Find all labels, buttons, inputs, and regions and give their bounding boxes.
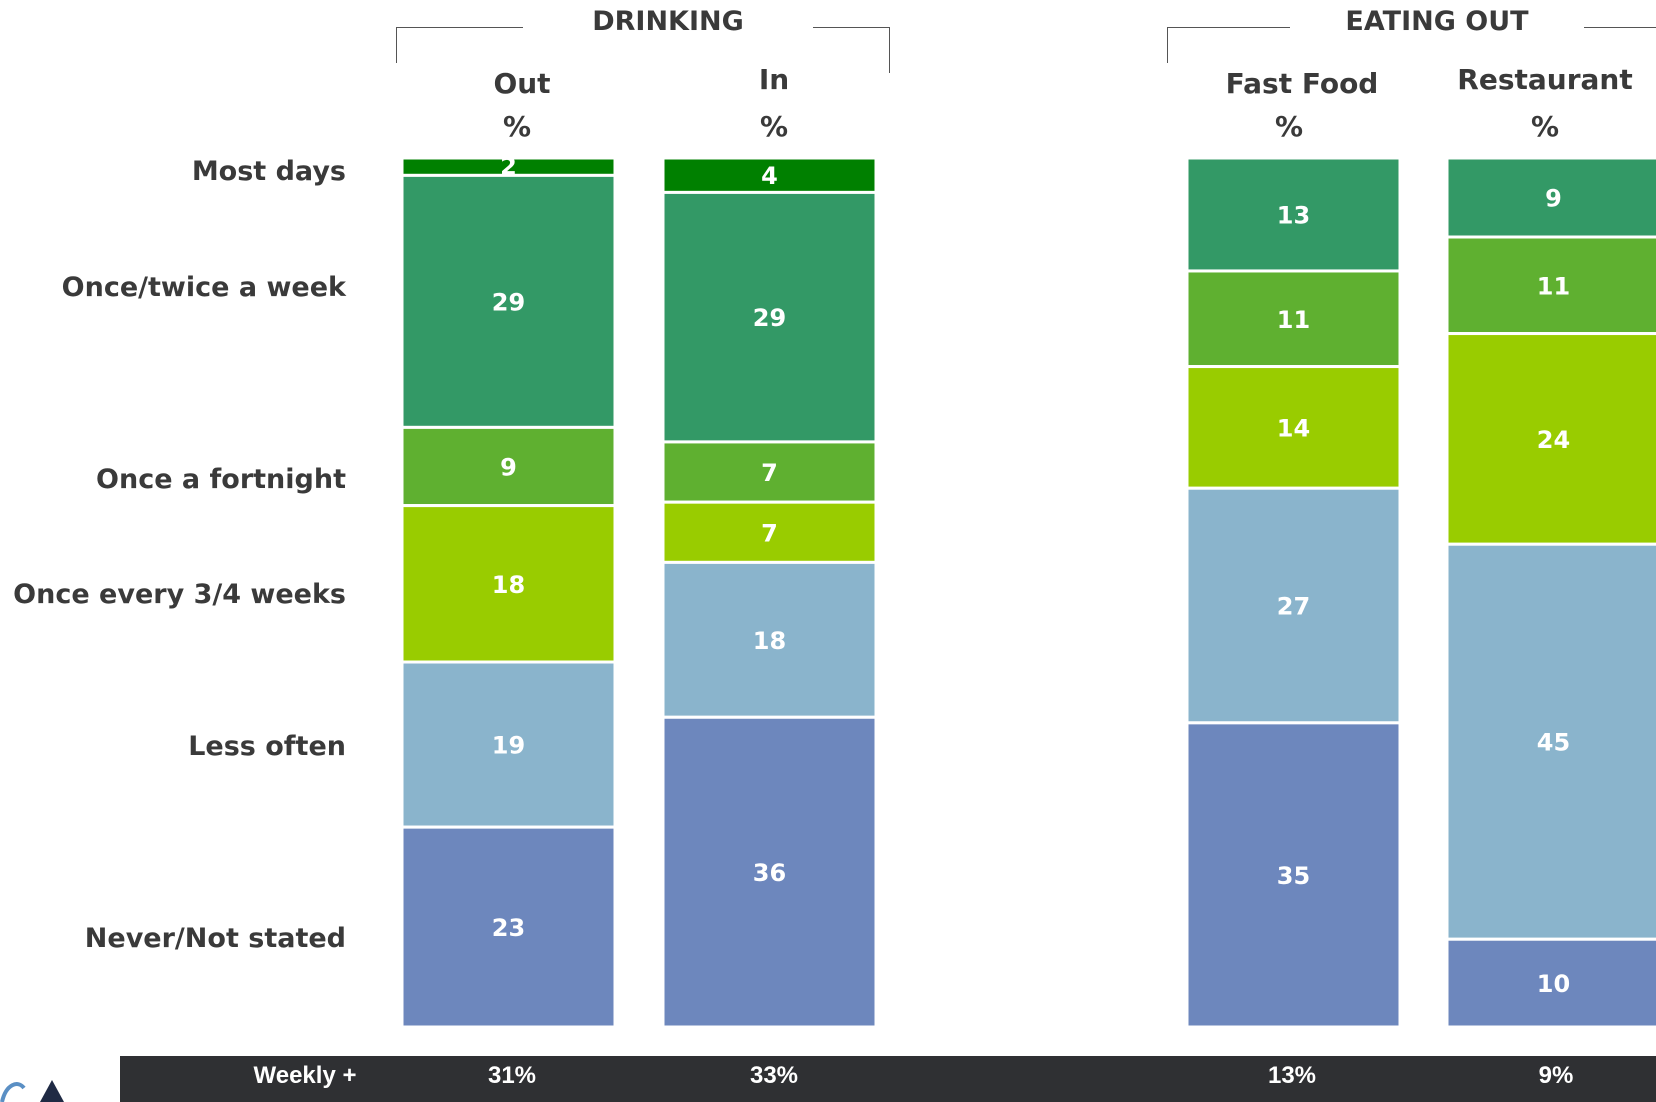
bar-segment xyxy=(1445,937,1656,1029)
bar-segment xyxy=(1185,486,1402,725)
bar-segment xyxy=(1445,156,1656,239)
bar-segment xyxy=(661,715,878,1029)
drinking-bracket-right-tick xyxy=(889,27,890,73)
row-label-never-not-stated: Never/Not stated xyxy=(84,923,346,954)
bar-segment xyxy=(661,156,878,194)
bar-data-label: 13 xyxy=(1277,201,1310,229)
column-name: Out xyxy=(493,67,551,100)
column-header-restaurant: Restaurant % xyxy=(1445,58,1645,149)
bar-data-label: 11 xyxy=(1277,306,1310,334)
footer-value-in: 33% xyxy=(749,1062,799,1089)
bar-segment xyxy=(1185,156,1402,273)
bar-segment xyxy=(400,504,617,664)
bar-data-label: 4 xyxy=(761,162,778,190)
bar-data-label: 9 xyxy=(500,453,517,481)
column-name: Restaurant xyxy=(1457,63,1633,96)
bar-segment xyxy=(1445,332,1656,546)
footer-bar xyxy=(120,1056,1656,1102)
bar-data-label: 7 xyxy=(761,519,778,547)
bar-data-label: 18 xyxy=(492,571,525,599)
bar-data-label: 35 xyxy=(1277,862,1310,890)
bar-data-label: 29 xyxy=(492,288,525,316)
bar-data-label: 29 xyxy=(753,304,786,332)
column-unit: % xyxy=(759,110,789,144)
column-header-fast-food: Fast Food % xyxy=(1202,62,1402,149)
bar-data-label: 18 xyxy=(753,627,786,655)
bar-data-label: 10 xyxy=(1537,970,1570,998)
bar-segment xyxy=(661,560,878,719)
bar-segment xyxy=(400,825,617,1029)
brand-logo-icon xyxy=(0,1080,64,1102)
row-label-once-a-fortnight: Once a fortnight xyxy=(96,464,346,495)
bar-segment xyxy=(1185,269,1402,369)
bar-data-label: 7 xyxy=(761,459,778,487)
bar-data-label: 45 xyxy=(1537,729,1570,757)
group-title-drinking: DRINKING xyxy=(523,6,813,37)
bar-segment xyxy=(661,500,878,564)
bar-segment xyxy=(1185,721,1402,1029)
bar-segment xyxy=(661,190,878,444)
footer-value-fast-food: 13% xyxy=(1267,1062,1317,1089)
bar-data-label: 11 xyxy=(1537,272,1570,300)
row-label-once-every-3-4-weeks: Once every 3/4 weeks xyxy=(13,579,346,610)
column-unit: % xyxy=(1530,110,1560,144)
bar-segment xyxy=(1445,542,1656,941)
footer-label: Weekly + xyxy=(253,1062,357,1089)
bar-segment xyxy=(400,425,617,508)
group-title-eating-out: EATING OUT xyxy=(1290,6,1584,37)
column-name: In xyxy=(758,63,790,96)
eating-out-bracket-left-tick xyxy=(1167,27,1168,63)
bar-segment xyxy=(400,660,617,829)
stacked-bar-chart: 2299181923429771836Ø1311142735Ø911244510 xyxy=(400,152,1656,1029)
drinking-bracket-left-tick xyxy=(396,27,397,63)
row-label-most-days: Most days xyxy=(191,156,346,187)
bar-data-label: 9 xyxy=(1545,185,1562,213)
column-name: Fast Food xyxy=(1225,67,1379,100)
bar-data-label: 14 xyxy=(1277,414,1310,442)
bar-segment xyxy=(400,173,617,429)
column-header-out: Out % xyxy=(442,62,602,149)
bar-data-label: 23 xyxy=(492,914,525,942)
bar-data-label: 19 xyxy=(492,732,525,760)
column-unit: % xyxy=(1274,110,1304,144)
bar-data-label: 24 xyxy=(1537,426,1570,454)
column-unit: % xyxy=(502,110,532,144)
bar-data-label: 27 xyxy=(1277,593,1310,621)
bar-data-label: 36 xyxy=(753,859,786,887)
row-label-once-twice-a-week: Once/twice a week xyxy=(61,272,346,303)
footer-value-restaurant: 9% xyxy=(1538,1062,1574,1089)
column-header-in: In % xyxy=(694,58,854,149)
row-label-less-often: Less often xyxy=(188,731,346,762)
footer-value-out: 31% xyxy=(487,1062,537,1089)
bar-data-label: 2 xyxy=(500,152,517,180)
